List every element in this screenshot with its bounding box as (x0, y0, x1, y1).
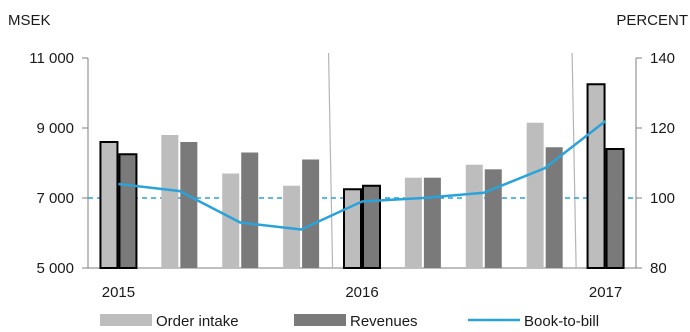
right-tick-label: 120 (650, 120, 675, 137)
legend: Order intake Revenues Book-to-bill (100, 313, 599, 330)
legend-label-order-intake: Order intake (156, 313, 239, 330)
left-axis-title: MSEK (8, 12, 51, 29)
left-tick-label: 11 000 (29, 50, 74, 67)
bar-revenues (545, 147, 563, 268)
bar-order-intake (222, 173, 240, 268)
bar-revenues (423, 177, 441, 268)
bar-revenues (118, 153, 138, 269)
left-tick-label: 5 000 (36, 260, 74, 277)
bar-order-intake (161, 135, 179, 268)
left-tick-label: 9 000 (36, 120, 74, 137)
bar-order-intake (465, 164, 483, 268)
right-tick-label: 80 (650, 260, 667, 277)
bar-order-intake (343, 188, 362, 269)
year-separator-line (327, 52, 334, 269)
left-tick-label: 7 000 (36, 190, 74, 207)
bar-revenues (362, 184, 381, 269)
line-book-to-bill (118, 120, 607, 231)
bar-revenues (605, 148, 625, 269)
bar-revenues (302, 159, 320, 268)
bar-revenues (180, 142, 198, 268)
line-group (118, 120, 607, 231)
bar-revenues (241, 152, 259, 268)
bar-revenues (484, 169, 502, 268)
legend-label-revenues: Revenues (350, 313, 418, 330)
right-axis-title: PERCENT (616, 12, 688, 29)
legend-swatch-revenues (294, 314, 346, 326)
right-tick-label: 140 (650, 50, 675, 67)
year-label: 2015 (102, 284, 135, 301)
year-label: 2017 (589, 284, 622, 301)
year-labels-group: 2015 2016 2017 (102, 284, 622, 301)
bar-order-intake (404, 177, 422, 268)
bars-group (99, 83, 625, 269)
year-label: 2016 (345, 284, 378, 301)
bar-order-intake (99, 141, 119, 269)
year-separator-line (571, 52, 577, 269)
bar-order-intake (526, 122, 544, 268)
bar-order-intake (586, 83, 606, 269)
ticks-group: 5 000 7 000 9 000 11 000 80 100 120 140 (29, 50, 675, 277)
legend-label-book-to-bill: Book-to-bill (524, 313, 599, 330)
bar-order-intake (283, 185, 301, 268)
right-tick-label: 100 (650, 190, 675, 207)
legend-swatch-order-intake (100, 314, 152, 326)
